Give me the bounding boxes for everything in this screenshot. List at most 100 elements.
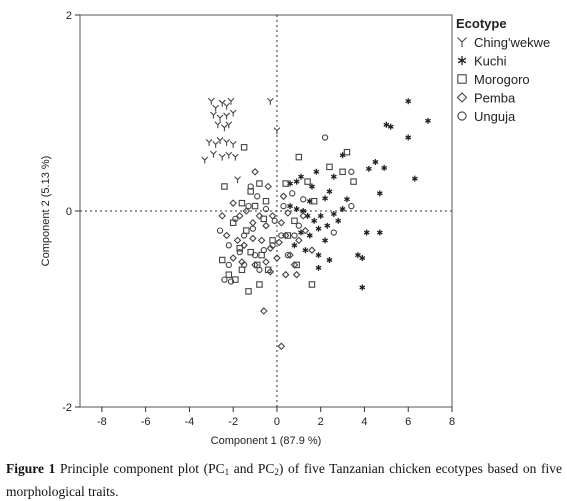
legend-marker-pemba: [456, 92, 468, 103]
point-kuchi: [405, 98, 412, 105]
point-kuchi: [326, 257, 333, 263]
point-ching-wekwe: [218, 153, 226, 161]
point-pemba: [262, 258, 270, 266]
point-ching-wekwe: [229, 109, 237, 117]
point-kuchi: [315, 252, 322, 259]
point-kuchi: [317, 212, 324, 219]
x-tick-label: -4: [185, 416, 195, 428]
point-morogoro: [326, 163, 333, 171]
point-unguja: [300, 196, 307, 203]
x-tick-label: 2: [318, 416, 324, 428]
point-unguja: [225, 261, 232, 269]
point-unguja: [240, 232, 248, 239]
point-unguja: [260, 247, 267, 254]
point-unguja: [289, 190, 296, 197]
point-pemba: [229, 199, 237, 207]
point-pemba: [257, 236, 266, 245]
point-morogoro: [282, 180, 289, 187]
point-ching-wekwe: [227, 97, 235, 105]
point-unguja: [227, 278, 235, 285]
point-ching-wekwe: [223, 112, 231, 120]
x-tick-label: -2: [228, 416, 238, 428]
point-morogoro: [221, 183, 228, 190]
point-kuchi: [339, 206, 346, 213]
point-morogoro: [251, 202, 259, 210]
x-axis-title: Component 1 (87.9 %): [211, 435, 322, 447]
point-morogoro: [225, 271, 233, 278]
legend-label-morogoro: Morogoro: [474, 72, 530, 87]
point-pemba: [281, 270, 290, 279]
point-ching-wekwe: [221, 124, 228, 132]
y-tick-label: -2: [62, 402, 72, 414]
point-ching-wekwe: [225, 121, 233, 129]
point-unguja: [232, 215, 239, 222]
legend-marker-morogoro: [457, 74, 467, 84]
figure-caption: Figure 1 Principle component plot (PC1 a…: [6, 459, 562, 501]
x-tick-label: 6: [405, 416, 411, 428]
point-kuchi: [287, 203, 294, 210]
x-axis-ticks: -8 -6 -4 -2 0 2 4 6 8: [97, 407, 455, 428]
point-unguja: [256, 266, 263, 273]
point-unguja: [262, 205, 270, 213]
point-morogoro: [236, 244, 243, 252]
point-ching-wekwe: [273, 127, 281, 135]
point-pemba: [266, 267, 275, 276]
point-ching-wekwe: [212, 104, 220, 112]
point-pemba: [277, 218, 286, 227]
point-pemba: [292, 270, 301, 279]
point-kuchi: [359, 284, 366, 291]
point-kuchi: [306, 232, 313, 239]
point-pemba: [299, 212, 307, 220]
point-ching-wekwe: [201, 156, 209, 164]
point-unguja: [254, 193, 261, 200]
point-unguja: [251, 251, 259, 259]
point-unguja: [247, 183, 254, 190]
point-morogoro: [256, 281, 263, 288]
point-pemba: [242, 207, 251, 215]
point-unguja: [269, 242, 276, 249]
point-kuchi: [291, 242, 298, 249]
point-kuchi: [411, 175, 418, 182]
x-tick-label: 0: [274, 416, 280, 428]
point-ching-wekwe: [207, 97, 215, 105]
point-pemba: [301, 226, 310, 235]
point-kuchi: [315, 225, 322, 232]
point-kuchi: [405, 134, 412, 141]
point-pemba: [266, 244, 275, 253]
point-kuchi: [376, 229, 383, 236]
legend-label-ching-wekwe: Ching'wekwe: [474, 35, 550, 50]
point-unguja: [245, 202, 252, 210]
point-kuchi: [293, 178, 300, 185]
point-unguja: [348, 168, 355, 175]
point-kuchi: [315, 264, 322, 271]
point-kuchi: [376, 190, 383, 197]
point-unguja: [321, 134, 329, 141]
point-unguja: [330, 229, 337, 236]
x-tick-label: -6: [141, 416, 151, 428]
point-morogoro: [295, 153, 303, 161]
point-pemba: [229, 254, 237, 262]
legend-title: Ecotype: [456, 16, 507, 31]
point-pemba: [255, 212, 264, 220]
point-ching-wekwe: [223, 102, 231, 110]
point-kuchi: [330, 210, 337, 217]
point-kuchi: [381, 164, 388, 171]
point-pemba: [218, 212, 227, 220]
point-ching-wekwe: [210, 150, 217, 158]
point-unguja: [278, 232, 285, 239]
point-pemba: [249, 234, 257, 243]
y-tick-label: 2: [66, 10, 72, 22]
point-pemba: [235, 212, 244, 220]
point-morogoro: [245, 288, 252, 295]
point-kuchi: [363, 229, 370, 236]
point-kuchi: [322, 195, 329, 202]
point-ching-wekwe: [229, 140, 237, 148]
point-pemba: [262, 221, 270, 230]
legend-marker-ching-wekwe: [457, 37, 467, 47]
point-morogoro: [339, 168, 346, 176]
point-kuchi: [311, 217, 318, 224]
point-ching-wekwe: [212, 140, 220, 148]
legend-label-pemba: Pemba: [474, 91, 516, 106]
point-pemba: [240, 241, 248, 250]
y-axis-ticks: -2 0 2: [62, 10, 80, 414]
